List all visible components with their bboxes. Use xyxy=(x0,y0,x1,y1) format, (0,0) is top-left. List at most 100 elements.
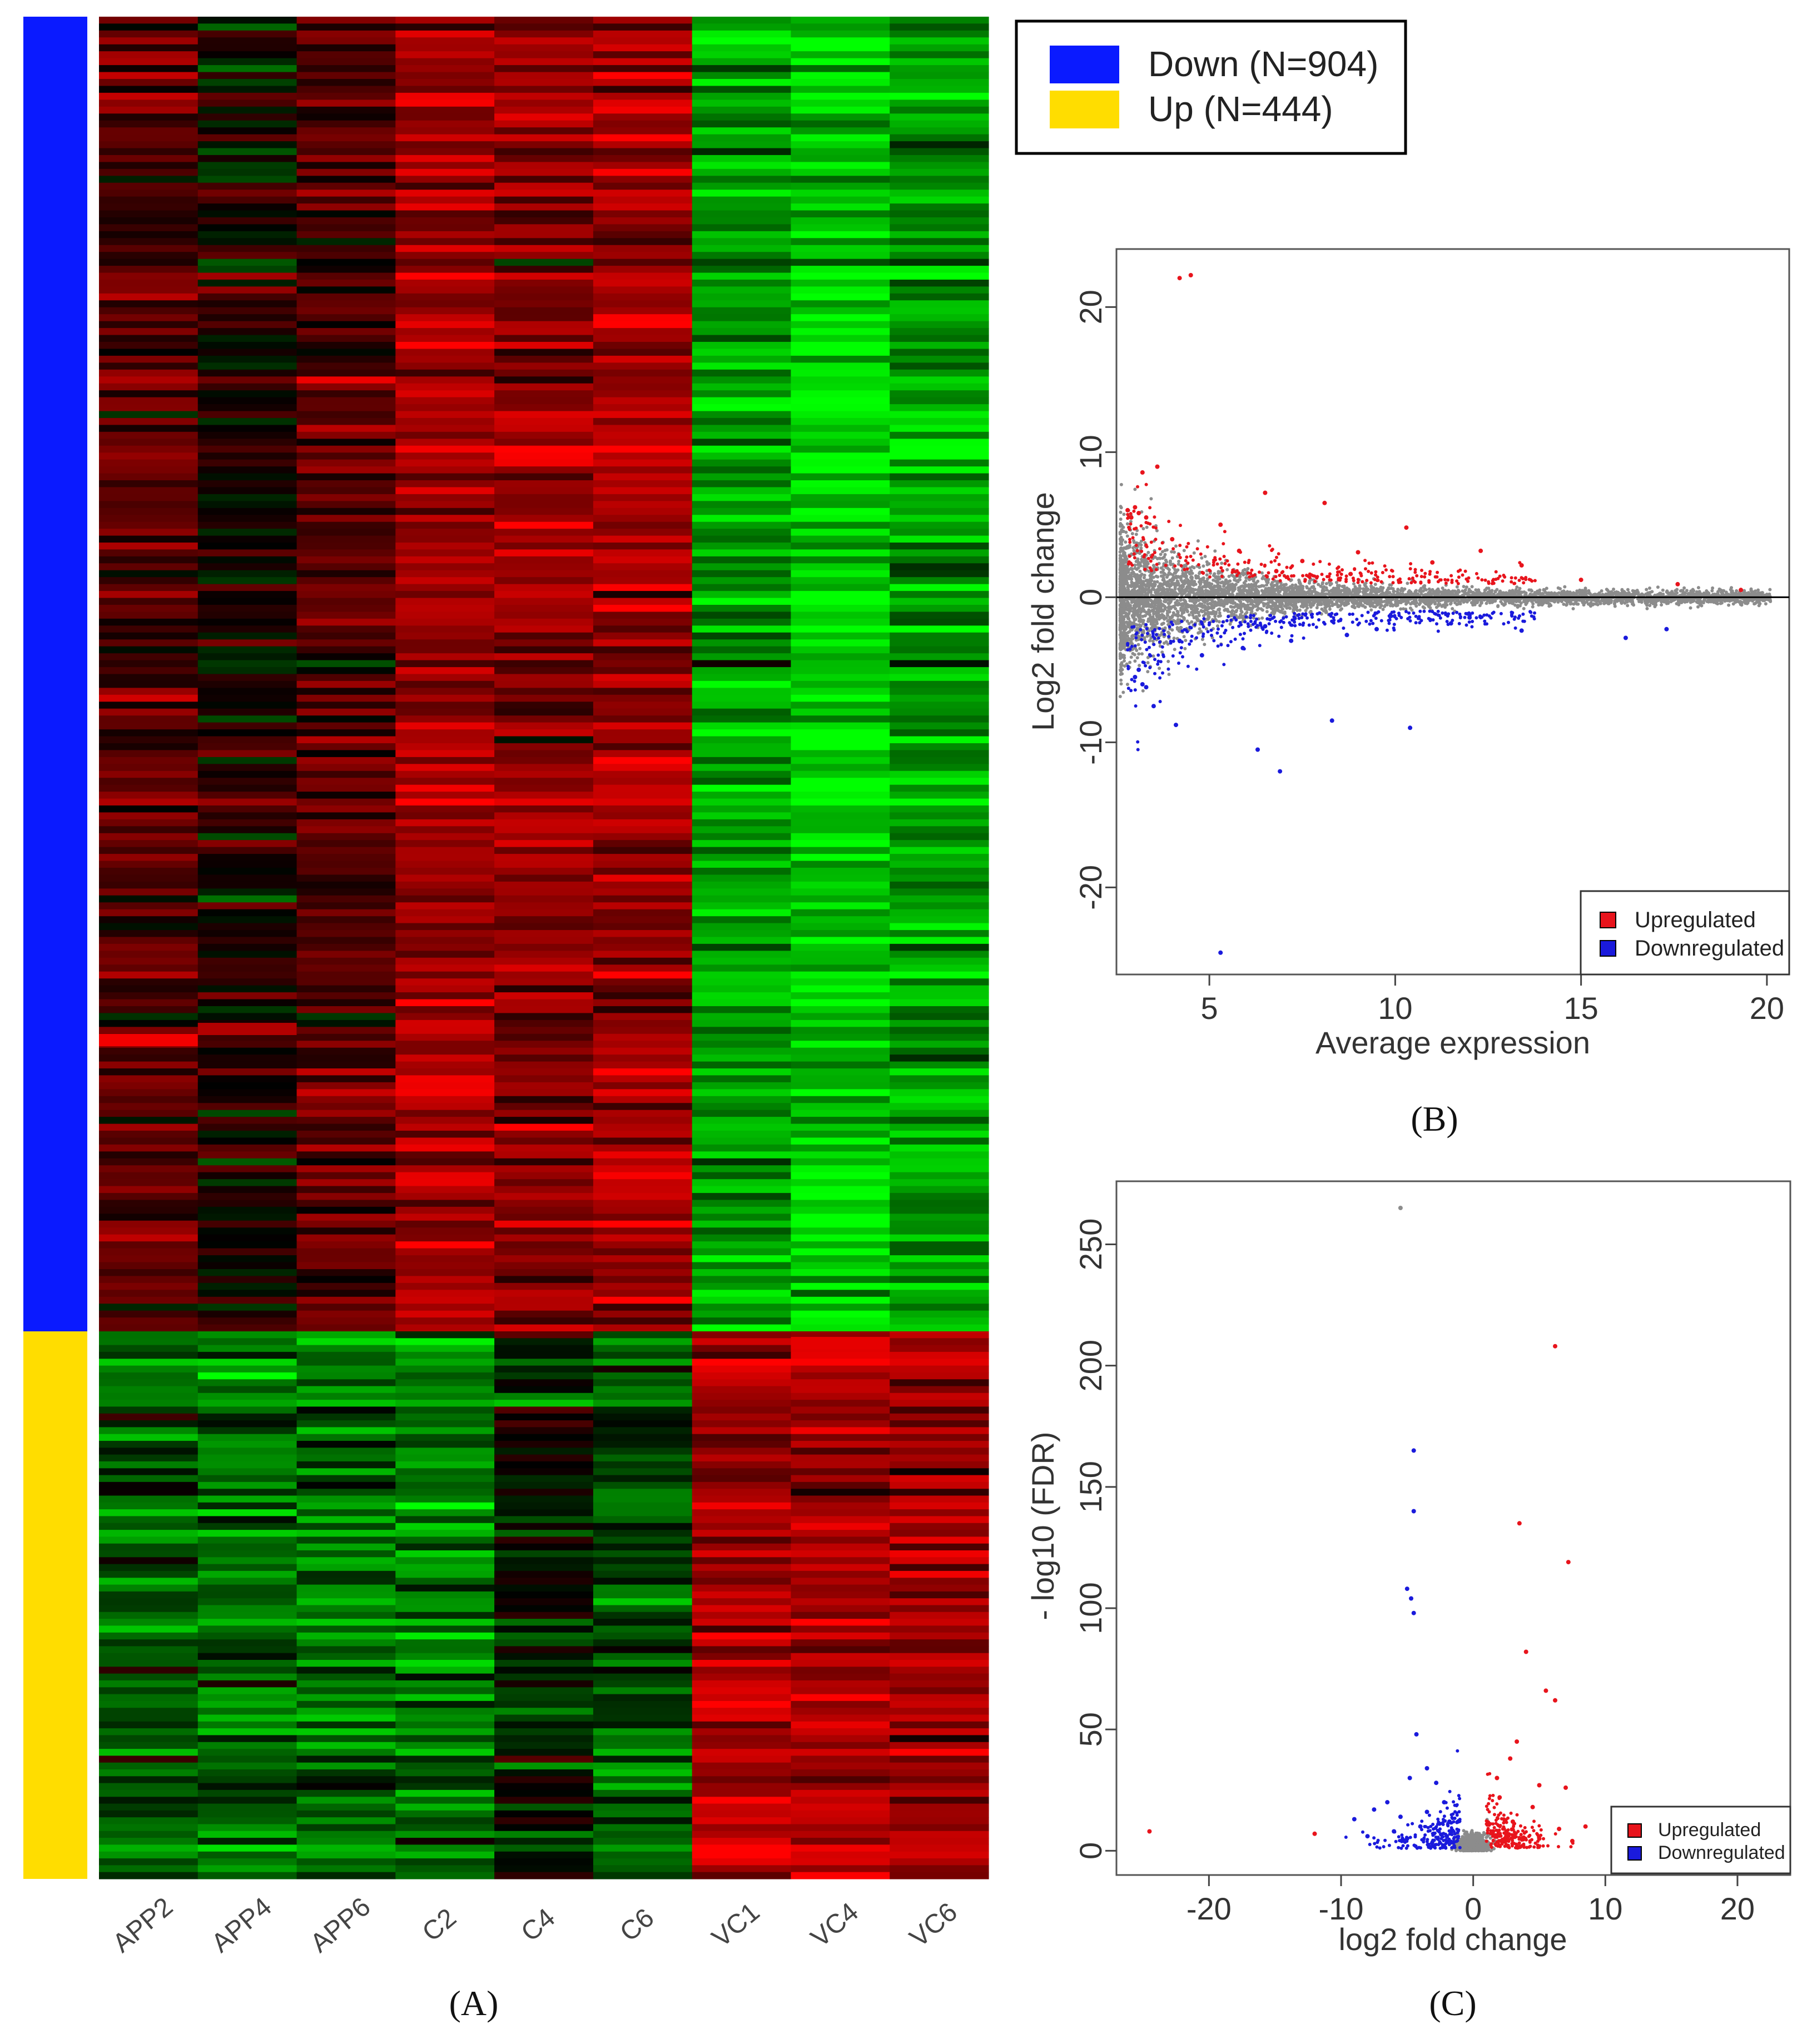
heatmap-cell-down xyxy=(593,321,693,329)
heatmap-cell-down xyxy=(692,874,792,882)
heatmap-cell-down xyxy=(395,1103,495,1111)
heatmap-cell-down xyxy=(593,65,693,73)
heatmap-cell-up xyxy=(197,1708,297,1715)
heatmap-cell-down xyxy=(395,480,495,488)
heatmap-cell-up xyxy=(296,1495,396,1503)
heatmap-cell-down xyxy=(791,1110,890,1117)
heatmap-cell-down xyxy=(99,584,198,591)
heatmap-cell-down xyxy=(197,30,297,38)
heatmap-cell-down xyxy=(99,1269,198,1276)
point-nonsignificant xyxy=(1648,586,1651,590)
heatmap-cell-down xyxy=(494,390,594,398)
heatmap-cell-up xyxy=(593,1700,693,1708)
heatmap-cell-up xyxy=(494,1673,594,1681)
heatmap-cell-down xyxy=(494,646,594,654)
heatmap-cell-up xyxy=(791,1762,890,1770)
heatmap-cell-down xyxy=(99,999,198,1007)
heatmap-cell-down xyxy=(791,1096,890,1103)
heatmap-cell-up xyxy=(791,1578,890,1585)
heatmap-cell-up xyxy=(692,1838,792,1845)
heatmap-cell-up xyxy=(593,1564,693,1571)
heatmap-cell-up xyxy=(692,1427,792,1435)
heatmap-cell-down xyxy=(197,1013,297,1021)
heatmap-cell-up xyxy=(395,1365,495,1373)
heatmap-cell-down xyxy=(791,1269,890,1276)
point-nonsignificant xyxy=(1245,610,1249,614)
heatmap-cell-down xyxy=(296,957,396,965)
point-nonsignificant xyxy=(1156,575,1160,579)
heatmap-cell-down xyxy=(692,964,792,972)
point-nonsignificant xyxy=(1203,555,1207,558)
heatmap-cell-down xyxy=(494,874,594,882)
heatmap-cell-up xyxy=(692,1858,792,1866)
heatmap-cell-up xyxy=(197,1810,297,1818)
heatmap-cell-down xyxy=(593,964,693,972)
heatmap-cell-down xyxy=(593,141,693,149)
heatmap-cell-down xyxy=(593,1047,693,1055)
heatmap-cell-down xyxy=(593,861,693,868)
heatmap-cell-down xyxy=(890,417,989,425)
heatmap-cell-down xyxy=(593,708,693,716)
heatmap-cell-up xyxy=(99,1789,198,1797)
heatmap-cell-down xyxy=(494,272,594,280)
heatmap-cell-down xyxy=(296,1068,396,1076)
heatmap-cell-down xyxy=(692,411,792,419)
heatmap-cell-up xyxy=(197,1481,297,1489)
heatmap-cell-down xyxy=(692,943,792,951)
heatmap-cell-down xyxy=(296,895,396,903)
heatmap-cell-up xyxy=(890,1728,989,1735)
heatmap-cell-down xyxy=(890,445,989,453)
heatmap-cell-down xyxy=(593,355,693,363)
heatmap-cell-up xyxy=(890,1400,989,1407)
heatmap-cell-down xyxy=(692,895,792,903)
heatmap-cell-down xyxy=(791,411,890,419)
heatmap-cell-down xyxy=(494,992,594,1000)
heatmap-cell-down xyxy=(197,1047,297,1055)
heatmap-cell-down xyxy=(890,494,989,501)
heatmap-cell-down xyxy=(791,951,890,958)
heatmap-cell-down xyxy=(197,404,297,412)
heatmap-cell-down xyxy=(395,916,495,924)
heatmap-cell-down xyxy=(197,155,297,162)
heatmap-cell-down xyxy=(296,328,396,336)
heatmap-cell-down xyxy=(296,245,396,252)
heatmap-cell-down xyxy=(593,792,693,799)
heatmap-cell-up xyxy=(692,1824,792,1832)
heatmap-cell-down xyxy=(692,1061,792,1069)
heatmap-cell-down xyxy=(593,1019,693,1027)
heatmap-cell-up xyxy=(395,1516,495,1524)
heatmap-cell-down xyxy=(296,591,396,599)
heatmap-cell-down xyxy=(296,37,396,45)
heatmap-cell-down xyxy=(395,231,495,238)
heatmap-cell-down xyxy=(395,1027,495,1035)
heatmap-cell-up xyxy=(395,1872,495,1879)
heatmap-cell-down xyxy=(395,86,495,93)
heatmap-cell-up xyxy=(197,1530,297,1537)
heatmap-cell-up xyxy=(197,1509,297,1516)
heatmap-cell-down xyxy=(494,30,594,38)
heatmap-cell-down xyxy=(890,1061,989,1069)
heatmap-cell-down xyxy=(692,819,792,827)
point-nonsignificant xyxy=(1571,607,1575,610)
heatmap-cell-up xyxy=(197,1789,297,1797)
point-nonsignificant xyxy=(1305,586,1309,590)
heatmap-cell-down xyxy=(890,307,989,315)
heatmap-cell-down xyxy=(197,1006,297,1013)
heatmap-cell-down xyxy=(197,86,297,93)
heatmap-cell-down xyxy=(395,224,495,232)
heatmap-cell-down xyxy=(791,868,890,875)
heatmap-cell-down xyxy=(296,826,396,834)
heatmap-cell-down xyxy=(791,618,890,626)
heatmap-col-label: C2 xyxy=(417,1903,462,1947)
heatmap-cell-up xyxy=(890,1851,989,1859)
point-nonsignificant xyxy=(1731,602,1735,606)
heatmap-cell-up xyxy=(395,1680,495,1688)
heatmap-cell-up xyxy=(395,1481,495,1489)
heatmap-cell-up xyxy=(692,1434,792,1441)
heatmap-cell-down xyxy=(395,923,495,931)
heatmap-cell-down xyxy=(197,417,297,425)
point-nonsignificant xyxy=(1141,689,1145,693)
heatmap-cell-down xyxy=(296,584,396,591)
heatmap-cell-down xyxy=(296,639,396,647)
heatmap-cell-up xyxy=(494,1680,594,1688)
